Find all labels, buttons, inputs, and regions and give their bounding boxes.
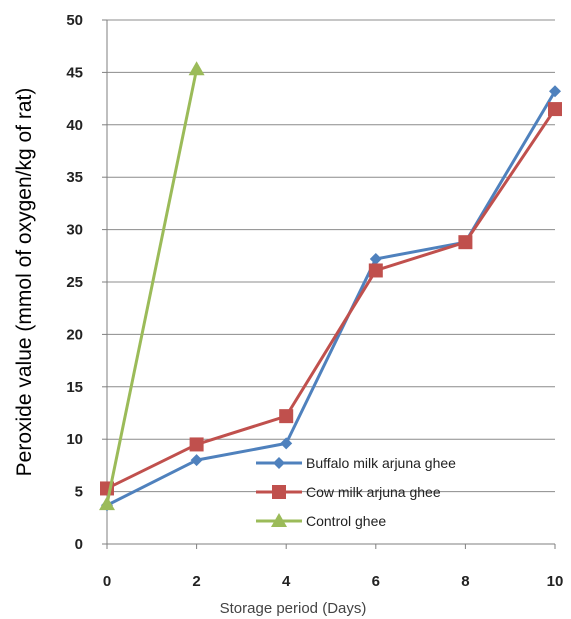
gridlines [107, 19, 555, 493]
y-tick-label: 20 [66, 326, 83, 343]
y-tick-label: 25 [66, 274, 83, 291]
y-tick-label: 40 [66, 117, 83, 134]
y-tick-label: 45 [66, 64, 83, 81]
y-axis-ticks: 0 5 10 15 20 25 30 35 40 45 50 [66, 12, 107, 553]
legend-marker [273, 457, 285, 469]
series-line [106, 108, 557, 490]
data-point [549, 85, 561, 98]
legend-label: Cow milk arjuna ghee [306, 484, 441, 500]
legend-marker [272, 485, 286, 499]
series-group [99, 61, 562, 512]
data-point [368, 263, 383, 278]
series-line [106, 90, 557, 507]
data-point [280, 437, 293, 450]
y-tick-label: 30 [66, 222, 83, 239]
x-tick-label: 4 [282, 573, 291, 590]
series-diamond [101, 85, 561, 512]
series-line [105, 68, 199, 505]
data-point [99, 496, 115, 511]
x-tick-label: 10 [547, 573, 564, 590]
data-point [548, 102, 562, 117]
data-point [279, 409, 294, 424]
y-tick-label: 15 [66, 379, 83, 396]
x-tick-label: 8 [461, 573, 469, 590]
legend-label: Control ghee [306, 513, 386, 529]
legend: Buffalo milk arjuna ghee Cow milk arjuna … [256, 455, 456, 529]
data-point [189, 437, 204, 452]
y-tick-label: 50 [66, 12, 83, 29]
y-tick-label: 35 [66, 169, 83, 186]
y-tick-label: 5 [75, 484, 83, 501]
y-tick-label: 10 [66, 431, 83, 448]
x-tick-label: 2 [192, 573, 200, 590]
y-tick-label: 0 [75, 536, 83, 553]
x-axis-ticks: 0 2 4 6 8 10 [103, 544, 564, 590]
data-point [458, 235, 473, 250]
data-point [188, 61, 205, 76]
legend-label: Buffalo milk arjuna ghee [306, 455, 456, 471]
series-square [100, 102, 562, 496]
data-point [369, 252, 382, 265]
legend-marker [271, 513, 287, 527]
series-triangle [99, 61, 205, 511]
data-point [190, 454, 203, 467]
y-axis-label: Peroxide value (mmol of oxygen/kg of rat… [13, 88, 36, 477]
x-tick-label: 6 [372, 573, 380, 590]
x-axis-label: Storage period (Days) [220, 600, 367, 617]
x-tick-label: 0 [103, 573, 111, 590]
